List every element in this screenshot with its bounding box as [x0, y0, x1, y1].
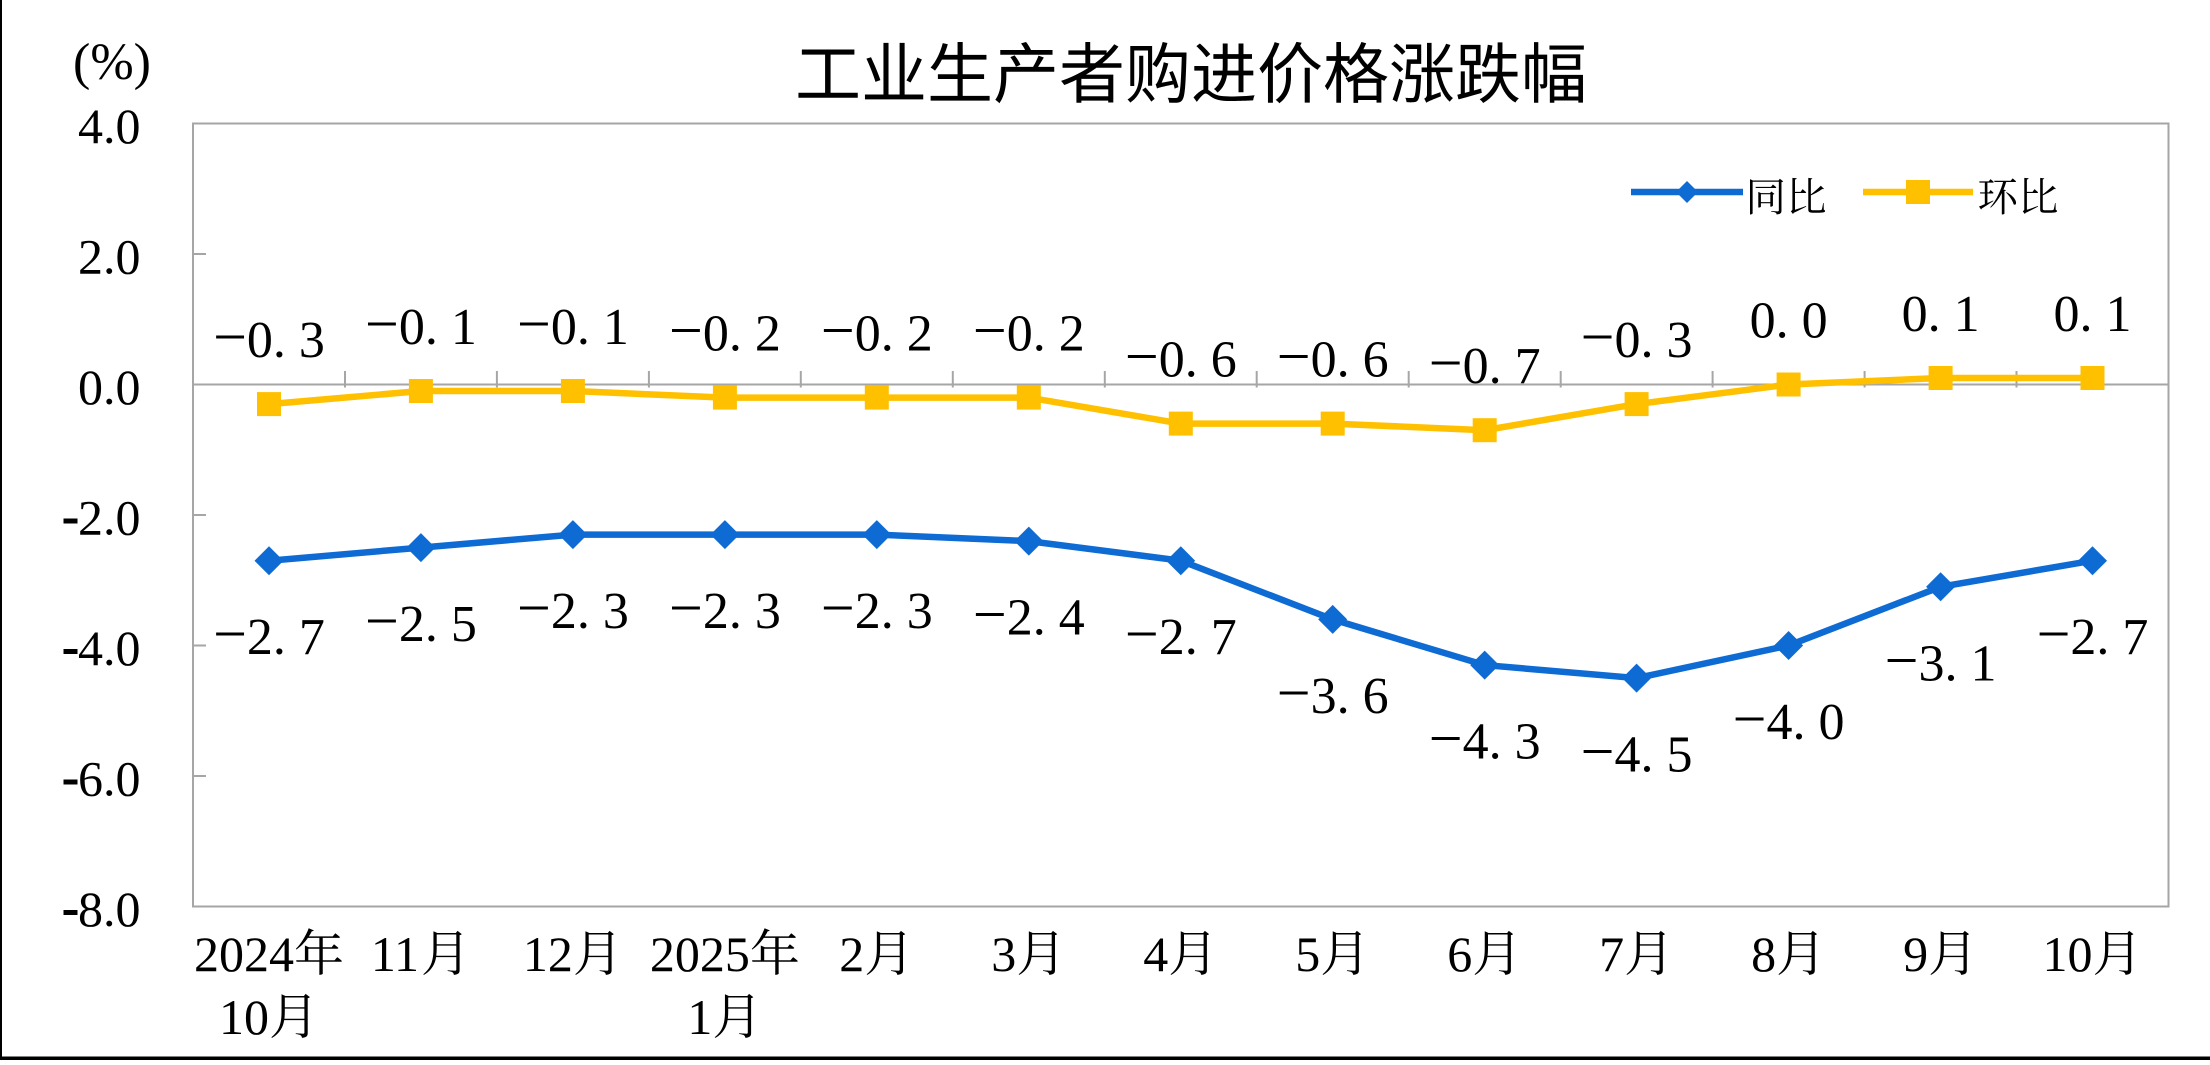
svg-text:12: 12 [523, 926, 573, 982]
svg-text:6: 6 [1447, 926, 1472, 982]
svg-text:−0. 6: −0. 6 [1277, 324, 1389, 390]
svg-text:−3. 6: −3. 6 [1277, 660, 1389, 726]
svg-text:2.0: 2.0 [78, 229, 141, 285]
svg-text:−0. 3: −0. 3 [213, 304, 325, 370]
svg-text:4: 4 [1143, 926, 1168, 982]
svg-text:2.0: 2.0 [78, 490, 141, 546]
svg-text:3: 3 [991, 926, 1016, 982]
svg-text:−0. 2: −0. 2 [821, 298, 933, 364]
svg-text:2024: 2024 [194, 926, 294, 982]
svg-text:10: 10 [2043, 926, 2093, 982]
svg-text:−2. 4: −2. 4 [973, 582, 1085, 648]
svg-text:11: 11 [371, 926, 419, 982]
svg-text:4.0: 4.0 [78, 98, 141, 154]
svg-text:−3. 1: −3. 1 [1885, 627, 1997, 693]
svg-text:−4. 5: −4. 5 [1581, 719, 1693, 785]
svg-text:−0. 6: −0. 6 [1125, 324, 1237, 390]
svg-text:4.0: 4.0 [78, 620, 141, 676]
svg-text:−2. 7: −2. 7 [213, 601, 325, 667]
svg-text:1: 1 [687, 989, 712, 1045]
svg-text:0. 0: 0. 0 [1750, 293, 1828, 350]
svg-text:−2. 3: −2. 3 [517, 575, 629, 641]
svg-text:−2. 5: −2. 5 [365, 588, 477, 654]
svg-text:−0. 2: −0. 2 [973, 298, 1085, 364]
svg-text:7: 7 [1599, 926, 1624, 982]
svg-text:−0. 2: −0. 2 [669, 298, 781, 364]
svg-text:−2. 3: −2. 3 [669, 575, 781, 641]
svg-text:9: 9 [1903, 926, 1928, 982]
svg-text:−4. 0: −4. 0 [1733, 686, 1845, 752]
svg-text:0. 1: 0. 1 [1902, 286, 1980, 343]
svg-text:0. 1: 0. 1 [2054, 286, 2132, 343]
svg-text:−4. 3: −4. 3 [1429, 706, 1541, 772]
svg-text:8: 8 [1751, 926, 1776, 982]
svg-text:8.0: 8.0 [78, 881, 141, 937]
svg-text:0.0: 0.0 [78, 359, 141, 415]
svg-text:−0. 1: −0. 1 [365, 291, 477, 357]
svg-text:−0. 7: −0. 7 [1429, 330, 1541, 396]
svg-text:−0. 1: −0. 1 [517, 291, 629, 357]
svg-text:10: 10 [219, 989, 269, 1045]
svg-text:2: 2 [839, 926, 864, 982]
svg-text:5: 5 [1295, 926, 1320, 982]
svg-text:−2. 3: −2. 3 [821, 575, 933, 641]
svg-text:(%): (%) [73, 34, 151, 91]
svg-text:−0. 3: −0. 3 [1581, 304, 1693, 370]
svg-text:−2. 7: −2. 7 [2037, 601, 2149, 667]
svg-text:2025: 2025 [650, 926, 750, 982]
svg-text:6.0: 6.0 [78, 751, 141, 807]
svg-text:−2. 7: −2. 7 [1125, 601, 1237, 667]
